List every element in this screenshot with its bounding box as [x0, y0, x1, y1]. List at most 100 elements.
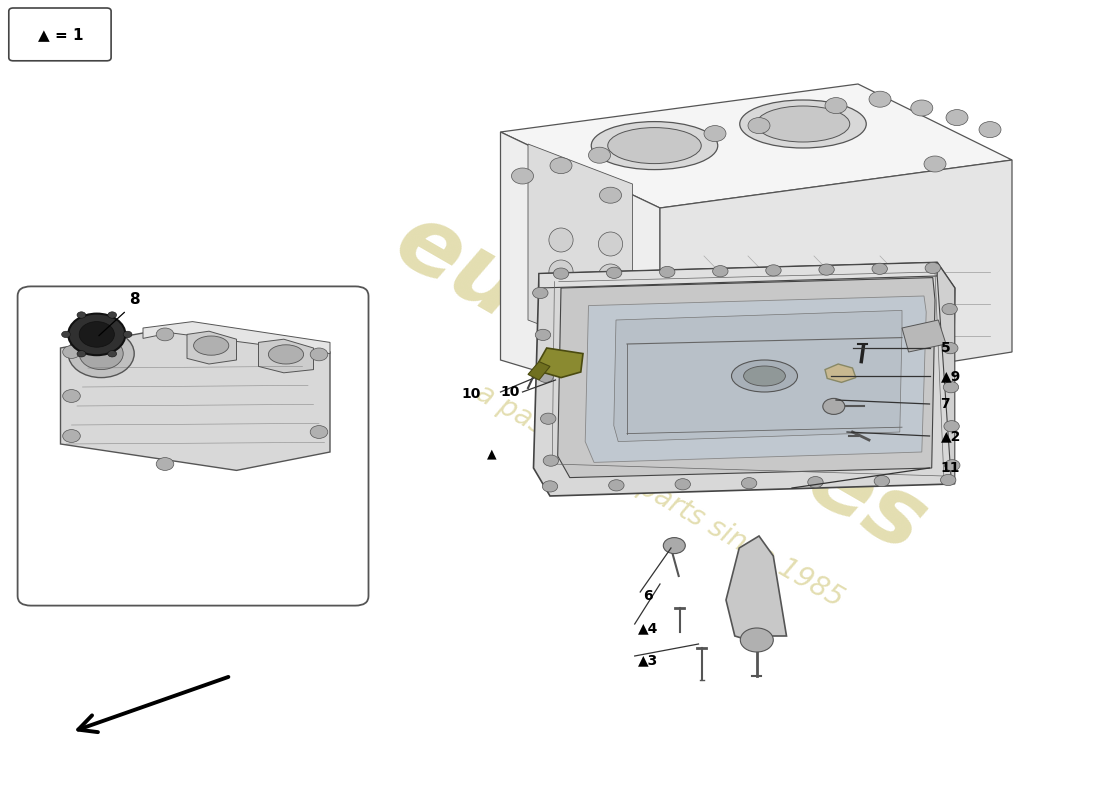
Circle shape — [542, 481, 558, 492]
Circle shape — [77, 350, 86, 357]
Circle shape — [943, 342, 958, 354]
Circle shape — [869, 91, 891, 107]
Circle shape — [600, 187, 621, 203]
Circle shape — [911, 100, 933, 116]
Polygon shape — [660, 160, 1012, 408]
Text: ▲ = 1: ▲ = 1 — [37, 27, 84, 42]
Circle shape — [925, 262, 940, 274]
Ellipse shape — [592, 122, 717, 170]
Circle shape — [108, 350, 117, 357]
Circle shape — [608, 480, 624, 491]
Polygon shape — [726, 536, 786, 640]
Polygon shape — [60, 328, 330, 470]
Circle shape — [156, 328, 174, 341]
Circle shape — [123, 331, 132, 338]
Ellipse shape — [549, 294, 573, 318]
Circle shape — [606, 267, 621, 278]
Text: 7: 7 — [940, 397, 950, 411]
Circle shape — [540, 413, 556, 424]
Polygon shape — [539, 262, 937, 288]
Circle shape — [944, 421, 959, 432]
Circle shape — [310, 348, 328, 361]
Circle shape — [77, 312, 86, 318]
Polygon shape — [258, 339, 314, 373]
Circle shape — [741, 478, 757, 489]
Circle shape — [874, 475, 890, 486]
Text: eurospares: eurospares — [378, 194, 942, 574]
Circle shape — [79, 322, 114, 347]
Circle shape — [660, 266, 675, 278]
Circle shape — [588, 147, 610, 163]
Circle shape — [62, 331, 70, 338]
Circle shape — [943, 382, 959, 393]
Circle shape — [538, 371, 553, 382]
Ellipse shape — [268, 345, 304, 364]
Circle shape — [63, 346, 80, 358]
Ellipse shape — [598, 264, 623, 288]
Text: 8: 8 — [129, 292, 140, 307]
Circle shape — [825, 98, 847, 114]
Circle shape — [818, 264, 834, 275]
Polygon shape — [937, 262, 955, 484]
Ellipse shape — [194, 336, 229, 355]
Polygon shape — [143, 322, 330, 354]
Circle shape — [940, 474, 956, 486]
Text: 6: 6 — [644, 589, 653, 603]
Polygon shape — [187, 331, 236, 364]
Circle shape — [704, 126, 726, 142]
Circle shape — [550, 158, 572, 174]
Circle shape — [79, 338, 123, 370]
Ellipse shape — [757, 106, 849, 142]
Circle shape — [924, 156, 946, 172]
Circle shape — [942, 303, 957, 314]
Text: 10: 10 — [500, 385, 520, 399]
Text: ▲9: ▲9 — [940, 369, 960, 383]
Text: ▲2: ▲2 — [940, 429, 961, 443]
Circle shape — [536, 330, 551, 341]
Circle shape — [945, 460, 960, 471]
Ellipse shape — [744, 366, 785, 386]
Circle shape — [512, 168, 534, 184]
Ellipse shape — [598, 232, 623, 256]
Circle shape — [156, 458, 174, 470]
FancyBboxPatch shape — [18, 286, 369, 606]
Circle shape — [807, 477, 823, 488]
Polygon shape — [528, 144, 632, 360]
Polygon shape — [558, 278, 935, 478]
Polygon shape — [534, 262, 955, 496]
Polygon shape — [539, 348, 583, 378]
Text: ▲: ▲ — [487, 448, 496, 461]
Text: 10: 10 — [461, 387, 481, 402]
Text: 5: 5 — [940, 341, 950, 355]
Ellipse shape — [607, 127, 702, 164]
Circle shape — [748, 118, 770, 134]
Text: a passion for parts since 1985: a passion for parts since 1985 — [471, 379, 849, 613]
Circle shape — [979, 122, 1001, 138]
Circle shape — [553, 268, 569, 279]
Circle shape — [68, 330, 134, 378]
Circle shape — [663, 538, 685, 554]
Ellipse shape — [732, 360, 798, 392]
Polygon shape — [500, 132, 660, 408]
Circle shape — [675, 478, 691, 490]
Polygon shape — [585, 296, 926, 462]
Circle shape — [532, 287, 548, 298]
Circle shape — [713, 266, 728, 277]
Ellipse shape — [739, 100, 867, 148]
Polygon shape — [528, 362, 550, 380]
FancyBboxPatch shape — [9, 8, 111, 61]
Ellipse shape — [549, 260, 573, 284]
Circle shape — [872, 263, 888, 274]
Polygon shape — [614, 310, 902, 442]
Text: 11: 11 — [940, 461, 960, 475]
Polygon shape — [902, 320, 946, 352]
Ellipse shape — [598, 296, 623, 320]
Circle shape — [543, 455, 559, 466]
Circle shape — [108, 312, 117, 318]
Circle shape — [946, 110, 968, 126]
Polygon shape — [500, 84, 1012, 208]
Circle shape — [823, 398, 845, 414]
Circle shape — [63, 390, 80, 402]
Circle shape — [766, 265, 781, 276]
Circle shape — [68, 314, 125, 355]
